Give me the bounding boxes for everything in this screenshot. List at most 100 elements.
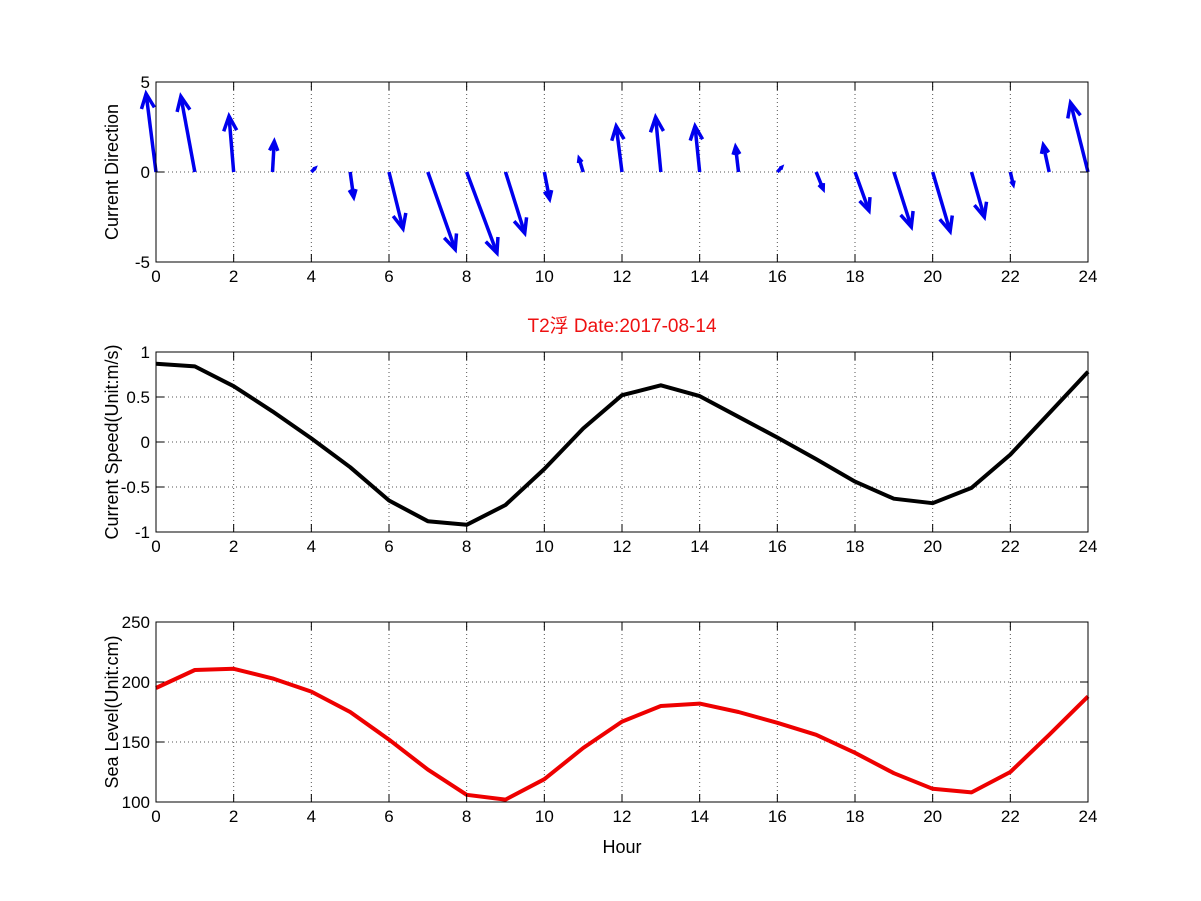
arrow-head [731,142,742,156]
current-speed-ytick-label: 0.5 [126,388,150,407]
current-direction-arrow [576,154,585,173]
arrow-shaft [1068,102,1090,173]
arrow-head [1009,180,1016,189]
current-direction-xtick-label: 22 [1001,267,1020,286]
arrow-shaft [227,116,236,173]
arrow-head [222,111,239,132]
sea-level-xtick-label: 0 [151,807,160,826]
arrow-head [610,121,626,142]
current-direction-arrow [465,171,500,258]
arrow-shaft [503,171,527,234]
current-speed-ytick-label: 0 [141,433,150,452]
current-direction-arrow [648,112,665,173]
current-speed-xtick-label: 24 [1079,537,1098,556]
current-speed-panel: 0 2 4 6 8 10 12 14 16 18 20 22 24-1-0.500.51 Current… [102,315,1097,556]
arrow-head [688,121,705,142]
arrow-shaft [1041,144,1051,173]
current-direction-xtick-label: 0 [151,267,160,286]
current-speed-ytick-label: -0.5 [121,478,150,497]
current-direction-ytick-label: 5 [141,73,150,92]
current-speed-xtick-label: 0 [151,537,160,556]
current-direction-arrow [731,142,742,173]
current-direction-xtick-label: 14 [690,267,709,286]
current-direction-arrow [1066,98,1090,173]
arrow-shaft [693,125,702,173]
current-speed-xtick-label: 6 [384,537,393,556]
current-direction-arrow [139,89,158,173]
current-direction-ytick-label: 0 [141,163,150,182]
arrow-head [817,182,826,194]
current-direction-ticks: 0 2 4 6 8 10 12 14 16 18 20 22 24-505 [135,73,1098,286]
current-speed-ytick-label: -1 [135,523,150,542]
sea-level-xtick-label: 16 [768,807,787,826]
arrow-head [391,212,408,233]
current-direction-xtick-label: 20 [923,267,942,286]
arrow-head [312,165,318,171]
current-direction-xtick-label: 24 [1079,267,1098,286]
sea-level-xtick-label: 24 [1079,807,1098,826]
arrow-head [484,236,500,258]
arrow-shaft [542,171,552,200]
arrow-head [899,210,915,231]
current-direction-arrow [892,171,915,231]
current-direction-arrow [387,171,408,233]
current-direction-arrow [542,171,554,204]
current-direction-xtick-label: 2 [229,267,238,286]
current-direction-arrow [1008,171,1016,189]
arrow-shaft [387,171,405,230]
current-direction-arrow [268,137,280,173]
current-direction-xtick-label: 18 [846,267,865,286]
sea-level-ytick-label: 250 [122,613,150,632]
current-direction-panel: 0 2 4 6 8 10 12 14 16 18 20 22 24-505 Current Direct… [102,73,1097,286]
sea-level-xtick-label: 8 [462,807,471,826]
current-direction-arrow [814,171,826,194]
sea-level-xtick-label: 20 [923,807,942,826]
current-direction-xtick-label: 8 [462,267,471,286]
sea-level-xtick-label: 4 [307,807,316,826]
arrow-shaft [465,171,499,254]
arrow-head [648,112,665,133]
current-direction-arrow [1039,140,1051,173]
arrow-head [542,189,554,204]
arrow-shaft [892,171,913,228]
sea-level-xtick-label: 14 [690,807,709,826]
arrow-head [858,197,872,215]
current-speed-xtick-label: 8 [462,537,471,556]
current-speed-xtick-label: 14 [690,537,709,556]
current-speed-xtick-label: 16 [768,537,787,556]
arrow-head [778,164,785,170]
arrow-head [973,201,989,222]
arrow-head [1039,140,1051,155]
arrow-head [938,215,955,236]
arrow-head [268,137,280,152]
current-direction-ytick-label: -5 [135,253,150,272]
current-direction-arrow [610,121,626,173]
sea-level-xtick-label: 12 [613,807,632,826]
current-direction-arrow [310,165,318,174]
current-speed-ytick-label: 1 [141,343,150,362]
sea-level-line-layer [155,666,1090,802]
arrow-shaft [930,171,952,232]
current-direction-arrow [347,171,358,202]
sea-level-xtick-label: 22 [1001,807,1020,826]
current-direction-xtick-label: 16 [768,267,787,286]
arrow-shaft [653,116,663,173]
arrow-head [512,217,529,238]
arrow-head [442,233,459,254]
sea-level-xtick-label: 6 [384,807,393,826]
sea-level-grid [156,622,1088,802]
arrow-head [576,154,584,164]
current-speed-xtick-label: 10 [535,537,554,556]
current-direction-xtick-label: 4 [307,267,316,286]
current-direction-arrow [222,111,239,173]
current-speed-grid [156,352,1088,532]
current-direction-arrow [175,92,197,173]
sea-level-ytick-label: 200 [122,673,150,692]
current-speed-xtick-label: 4 [307,537,316,556]
arrow-shaft [426,171,457,250]
hour-xlabel: Hour [602,837,641,857]
sea-level-ytick-label: 100 [122,793,150,812]
